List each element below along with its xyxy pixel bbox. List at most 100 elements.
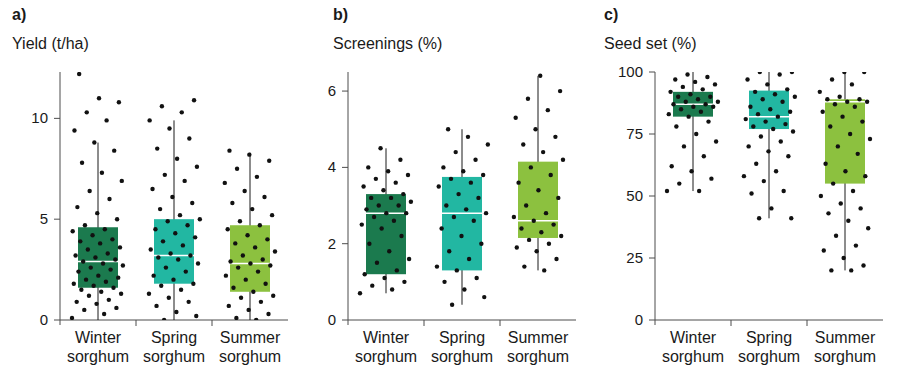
category-label-line: Winter (75, 329, 122, 346)
point (168, 251, 172, 255)
point (447, 249, 451, 253)
category-label: Winter sorghum (662, 329, 724, 365)
box (78, 227, 118, 287)
point (154, 304, 158, 308)
point (476, 196, 480, 200)
point (820, 109, 824, 113)
point (749, 191, 753, 195)
point (742, 174, 746, 178)
point (549, 173, 553, 177)
point (236, 265, 240, 269)
point (230, 201, 234, 205)
category-label-line: sorghum (662, 348, 724, 365)
point (77, 72, 81, 76)
point (102, 312, 106, 316)
category-label: Summersorghum (507, 329, 569, 365)
point (256, 269, 260, 273)
point (178, 213, 182, 217)
point (75, 205, 79, 209)
median (154, 255, 194, 257)
point (227, 148, 231, 152)
point (87, 189, 91, 193)
y-tick (54, 219, 60, 220)
point (263, 282, 267, 286)
point (402, 280, 406, 284)
box (230, 225, 270, 292)
point (532, 219, 536, 223)
point (486, 142, 490, 146)
point (701, 87, 705, 91)
point (694, 132, 698, 136)
point (374, 177, 378, 181)
point (85, 110, 89, 114)
point (390, 287, 394, 291)
point (235, 167, 239, 171)
category-label-line: Winter (363, 329, 410, 346)
category-label: Springsorghum (143, 329, 205, 365)
point (104, 118, 108, 122)
category-label: Winter sorghum (67, 329, 129, 365)
point (167, 126, 171, 130)
point (862, 72, 866, 74)
point (268, 263, 272, 267)
point (756, 112, 760, 116)
category-label-line: Winter (670, 329, 717, 346)
point (175, 156, 179, 160)
axis-title: Seed set (%) (604, 35, 696, 52)
point (160, 104, 164, 108)
point (473, 158, 477, 162)
point (533, 127, 537, 131)
category-label-line: Summer (815, 329, 876, 346)
point (404, 211, 408, 215)
point (396, 203, 400, 207)
point (826, 211, 830, 215)
point (234, 316, 238, 320)
point (538, 74, 542, 78)
point (176, 257, 180, 261)
point (466, 135, 470, 139)
point (107, 197, 111, 201)
point (95, 211, 99, 215)
y-axis (60, 72, 61, 325)
category-label-line: sorghum (67, 348, 129, 365)
point (822, 248, 826, 252)
point (446, 127, 450, 131)
category-label-line: sorghum (738, 348, 800, 365)
point (464, 207, 468, 211)
point (179, 288, 183, 292)
point (265, 237, 269, 241)
point (674, 124, 678, 128)
panel: c)Seed set (%)0255075100WintersorghumSpr… (604, 6, 883, 365)
point (751, 124, 755, 128)
point (546, 108, 550, 112)
point (151, 273, 155, 277)
point (860, 119, 864, 123)
point (696, 97, 700, 101)
point (91, 284, 95, 288)
point (774, 169, 778, 173)
point (94, 302, 98, 306)
y-tick (649, 134, 655, 135)
x-tick (136, 320, 137, 326)
point (459, 234, 463, 238)
point (188, 253, 192, 257)
point (262, 195, 266, 199)
point (512, 215, 516, 219)
point (181, 243, 185, 247)
point (673, 77, 677, 81)
point (708, 95, 712, 99)
point (441, 165, 445, 169)
whisker (693, 72, 694, 191)
point (158, 207, 162, 211)
point (753, 90, 757, 94)
point (192, 98, 196, 102)
point (398, 158, 402, 162)
point (155, 146, 159, 150)
point (162, 318, 166, 320)
point (481, 173, 485, 177)
point (559, 234, 563, 238)
category-label: Summersorghum (219, 329, 281, 365)
point (186, 300, 190, 304)
point (241, 253, 245, 257)
category-label-line: sorghum (143, 348, 205, 365)
